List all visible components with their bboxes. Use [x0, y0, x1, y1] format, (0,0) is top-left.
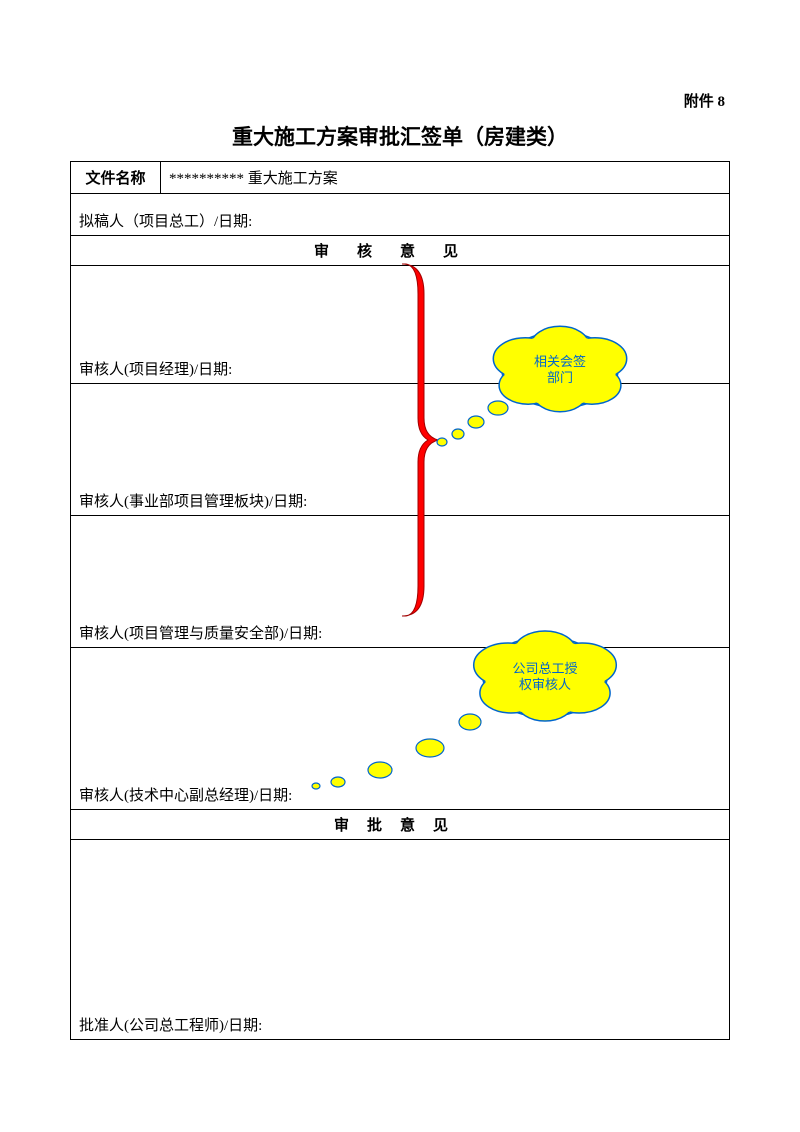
approver-row: 批准人(公司总工程师)/日期:: [71, 840, 730, 1040]
approval-form: 文件名称 ********** 重大施工方案 拟稿人（项目总工）/日期: 审核意…: [70, 161, 730, 1040]
page-title: 重大施工方案审批汇签单（房建类）: [70, 121, 730, 151]
file-value-cell: ********** 重大施工方案: [161, 162, 730, 194]
reviewer2-cell: 审核人(事业部项目管理板块)/日期:: [71, 384, 730, 516]
reviewer3-cell: 审核人(项目管理与质量安全部)/日期:: [71, 516, 730, 648]
reviewer4-row: 审核人(技术中心副总经理)/日期:: [71, 648, 730, 810]
approve-header: 审批意见: [71, 810, 730, 840]
approver-label: 批准人(公司总工程师)/日期:: [79, 1014, 262, 1035]
reviewer1-label: 审核人(项目经理)/日期:: [79, 358, 232, 379]
reviewer3-row: 审核人(项目管理与质量安全部)/日期:: [71, 516, 730, 648]
drafter-cell: 拟稿人（项目总工）/日期:: [71, 194, 730, 236]
drafter-label: 拟稿人（项目总工）/日期:: [79, 214, 252, 230]
reviewer2-label: 审核人(事业部项目管理板块)/日期:: [79, 490, 307, 511]
file-row: 文件名称 ********** 重大施工方案: [71, 162, 730, 194]
approve-header-row: 审批意见: [71, 810, 730, 840]
reviewer4-cell: 审核人(技术中心副总经理)/日期:: [71, 648, 730, 810]
drafter-row: 拟稿人（项目总工）/日期:: [71, 194, 730, 236]
reviewer4-label: 审核人(技术中心副总经理)/日期:: [79, 784, 292, 805]
reviewer1-row: 审核人(项目经理)/日期:: [71, 266, 730, 384]
attachment-label: 附件 8: [70, 90, 730, 111]
review-header: 审核意见: [71, 236, 730, 266]
approver-cell: 批准人(公司总工程师)/日期:: [71, 840, 730, 1040]
reviewer3-label: 审核人(项目管理与质量安全部)/日期:: [79, 622, 322, 643]
reviewer2-row: 审核人(事业部项目管理板块)/日期:: [71, 384, 730, 516]
reviewer1-cell: 审核人(项目经理)/日期:: [71, 266, 730, 384]
review-header-row: 审核意见: [71, 236, 730, 266]
file-label-cell: 文件名称: [71, 162, 161, 194]
